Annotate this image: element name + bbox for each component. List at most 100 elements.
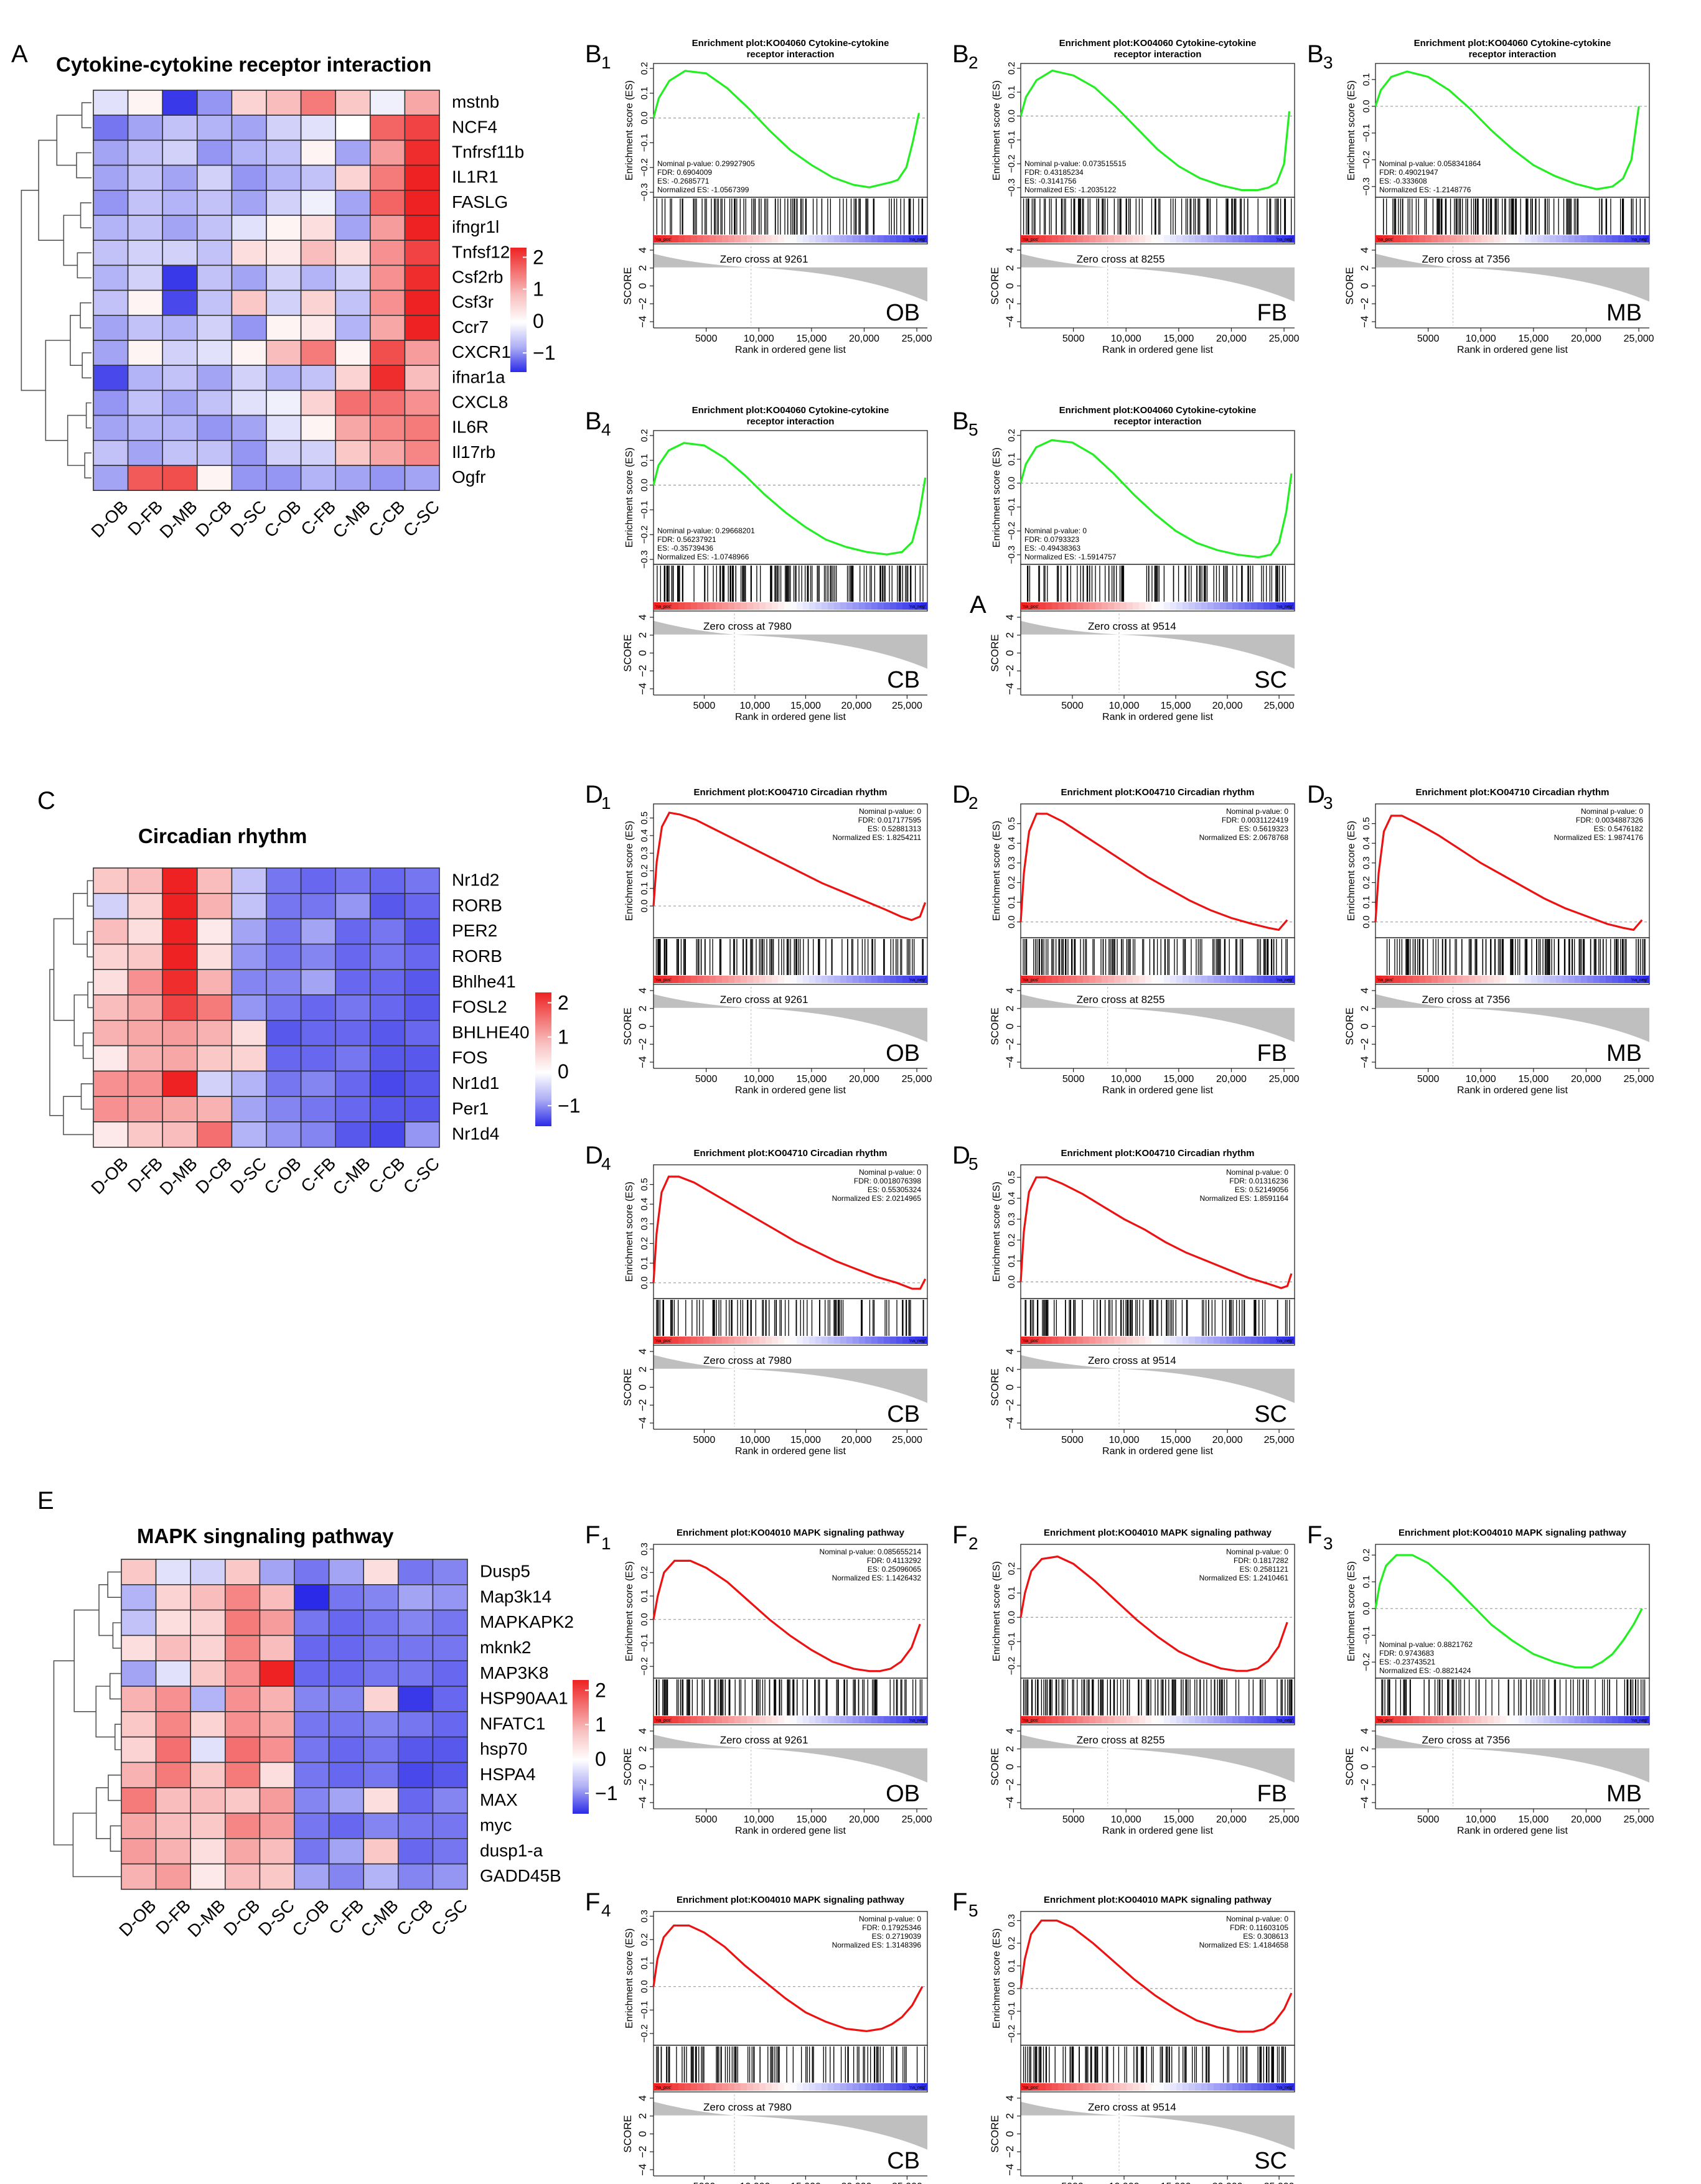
- zero-cross-label: Zero cross at 7356: [1422, 994, 1510, 1006]
- es-tick-label: 0.4: [639, 829, 650, 842]
- heatmap-row-label: Tnfsf12: [452, 242, 510, 261]
- rank-stripe-segment: [915, 2083, 922, 2091]
- heatmap-cell: [266, 340, 302, 366]
- rank-stripe-segment: [1288, 1337, 1295, 1344]
- rank-stripe-segment: [1021, 235, 1028, 243]
- rank-stripe-segment: [1027, 976, 1034, 983]
- es-curve: [1019, 1555, 1288, 1672]
- zero-cross-label: Zero cross at 9261: [720, 994, 808, 1006]
- score-tick-label: 4: [1004, 1728, 1016, 1734]
- panel-letter: F: [952, 1521, 967, 1549]
- hit-bar-frame: [1020, 564, 1295, 612]
- score-tick-label: 4: [637, 614, 649, 620]
- rank-tick-label: 10,000: [1109, 701, 1140, 711]
- heatmap-cell: [190, 1762, 226, 1788]
- rank-stripe-segment: [896, 976, 903, 983]
- rank-stripe-segment: [1176, 1337, 1183, 1344]
- rank-stripe-segment: [697, 602, 704, 610]
- rank-stripe-segment: [703, 1337, 710, 1344]
- rank-stripe-segment: [1083, 235, 1090, 243]
- rank-stripe-segment: [1046, 2083, 1052, 2091]
- rank-stripe-segment: [859, 976, 866, 983]
- heatmap-cell: [294, 1838, 330, 1865]
- gsea-stat-line: Nominal p-value: 0: [1226, 807, 1288, 816]
- heatmap-cell: [127, 439, 164, 466]
- heatmap-cell: [231, 189, 267, 216]
- heatmap-cell: [121, 1635, 157, 1661]
- rank-stripe-segment: [1425, 235, 1432, 243]
- score-area: [654, 1734, 927, 1783]
- rank-stripe-segment: [1145, 1716, 1152, 1724]
- rank-stripe-segment: [722, 235, 729, 243]
- heatmap-cell: [196, 439, 233, 466]
- heatmap-cell: [196, 414, 233, 441]
- es-tick-label: −0.3: [1006, 546, 1017, 564]
- gsea-stat-line: Nominal p-value: 0.8821762: [1379, 1640, 1473, 1649]
- es-tick-label: −0.1: [639, 134, 650, 152]
- rank-tick-label: 25,000: [1264, 1435, 1295, 1445]
- rank-stripe-segment: [921, 1337, 928, 1344]
- rank-stripe-segment: [1288, 235, 1295, 243]
- rank-tick-label: 25,000: [902, 334, 932, 344]
- gsea-stat-line: Normalized ES: -0.8821424: [1379, 1666, 1471, 1675]
- rank-stripe-segment: [1164, 602, 1171, 610]
- dendrogram-branch: [45, 340, 70, 441]
- rank-stripe-segment: [1108, 1716, 1115, 1724]
- heatmap-cell: [335, 918, 371, 945]
- heatmap-cell: [300, 189, 337, 216]
- heatmap-cell: [369, 240, 406, 266]
- heatmap-cell: [127, 893, 164, 920]
- es-tick-label: −0.3: [1361, 177, 1372, 196]
- rank-stripe-segment: [884, 976, 891, 983]
- score-tick-label: 2: [1359, 1746, 1371, 1752]
- rank-stripe-segment: [1170, 1337, 1177, 1344]
- heatmap-cell: [335, 289, 371, 316]
- score-area: [1021, 620, 1295, 669]
- rank-stripe-segment: [1226, 1716, 1233, 1724]
- heatmap-cell: [266, 465, 302, 492]
- heatmap-row-label: ifngr1l: [452, 217, 499, 236]
- rank-stripe-segment: [1071, 1337, 1077, 1344]
- heatmap-cell: [162, 1121, 198, 1148]
- rank-stripe-segment: [1512, 976, 1519, 983]
- heatmap-cell: [363, 1584, 399, 1611]
- es-tick-label: 0.0: [639, 111, 650, 124]
- gsea-title: Enrichment plot:KO04010 MAPK signaling p…: [677, 1895, 905, 1905]
- rank-tick-label: 25,000: [1269, 1074, 1300, 1085]
- gsea-title: Enrichment plot:KO04060 Cytokine-cytokin…: [692, 38, 889, 60]
- heatmap-cell: [397, 1711, 434, 1738]
- hit-bar-frame: [1020, 937, 1295, 985]
- rank-stripe-segment: [865, 1337, 872, 1344]
- rank-stripe-segment: [921, 235, 928, 243]
- rank-stripe-segment: [890, 235, 897, 243]
- dendrogram-branch: [87, 981, 93, 1009]
- gsea-stat-line: ES: 0.2581121: [1239, 1565, 1288, 1574]
- rank-stripe-segment: [660, 1337, 667, 1344]
- rank-stripe-segment: [1027, 1716, 1034, 1724]
- gsea-stat-line: ES: -0.23743521: [1379, 1658, 1435, 1666]
- heatmap-cell: [190, 1838, 226, 1865]
- es-tick-label: 0.2: [1361, 1549, 1372, 1562]
- rank-stripe-segment: [766, 602, 772, 610]
- heatmap-cell: [93, 189, 129, 216]
- rank-stripe-segment: [666, 2083, 673, 2091]
- rank-stripe-segment: [1039, 976, 1046, 983]
- heatmap-cell: [162, 189, 198, 216]
- rank-stripe-segment: [1183, 602, 1189, 610]
- gsea-stat-line: FDR: 0.6904009: [657, 168, 712, 177]
- rank-tick-label: 10,000: [739, 701, 770, 711]
- hit-bar-frame: [653, 937, 928, 985]
- rank-stripe-segment: [1114, 976, 1121, 983]
- heatmap-cell: [432, 1686, 468, 1712]
- heatmap-cell: [196, 289, 233, 316]
- rank-stripe-segment: [654, 1716, 660, 1724]
- panel-letter: F: [585, 1521, 600, 1549]
- rank-stripe-segment: [1375, 1716, 1382, 1724]
- heatmap-cell: [127, 365, 164, 391]
- rank-stripe-segment: [1276, 235, 1283, 243]
- heatmap-cell: [266, 139, 302, 166]
- heatmap-cell: [266, 1045, 302, 1072]
- score-tick-label: −4: [1004, 1417, 1016, 1429]
- rank-stripe-segment: [1195, 1716, 1202, 1724]
